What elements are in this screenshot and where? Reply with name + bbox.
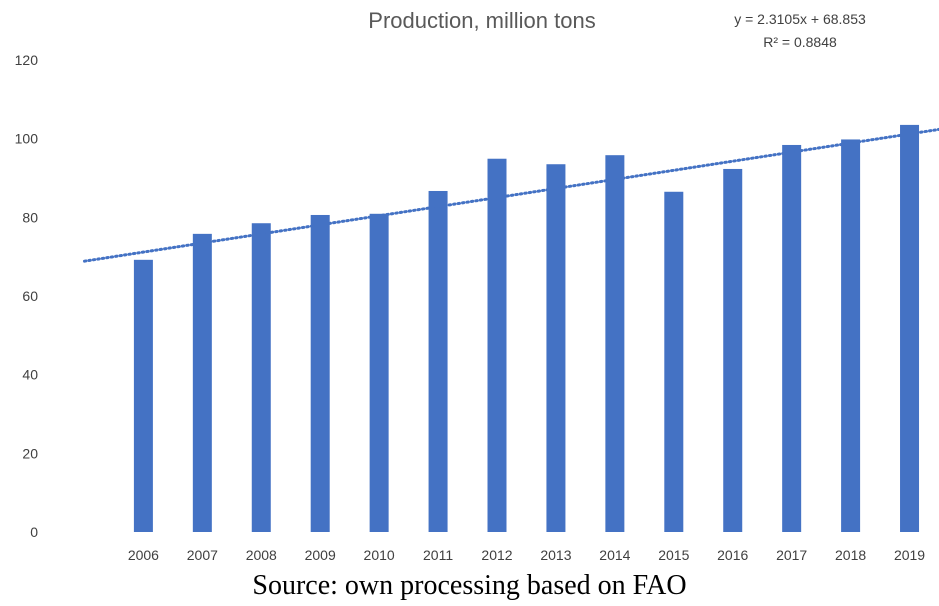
y-tick-label: 80 xyxy=(22,209,38,225)
x-tick-label: 2014 xyxy=(599,547,630,563)
x-tick-label: 2012 xyxy=(481,547,512,563)
bar-2010 xyxy=(369,213,389,532)
x-tick-label: 2017 xyxy=(776,547,807,563)
bar-2007 xyxy=(192,233,212,532)
bar-2015 xyxy=(664,191,684,532)
trendline xyxy=(82,127,939,263)
bar-2012 xyxy=(487,158,507,532)
x-tick-label: 2010 xyxy=(364,547,395,563)
bar-2008 xyxy=(251,223,271,532)
bar-2006 xyxy=(133,259,153,532)
y-tick-label: 40 xyxy=(22,367,38,383)
x-tick-label: 2007 xyxy=(187,547,218,563)
x-tick-label: 2019 xyxy=(894,547,925,563)
x-tick-label: 2015 xyxy=(658,547,689,563)
x-tick-label: 2018 xyxy=(835,547,866,563)
x-tick-label: 2006 xyxy=(128,547,159,563)
x-tick-label: 2011 xyxy=(423,547,453,563)
y-tick-label: 120 xyxy=(15,52,39,68)
bar-2009 xyxy=(310,214,330,532)
x-axis: 2006 2007 2008 2009 2010 2011 2012 2013 2014 2015… xyxy=(128,547,925,563)
x-tick-label: 2008 xyxy=(246,547,277,563)
x-tick-label: 2009 xyxy=(305,547,336,563)
trendline-line xyxy=(82,127,939,263)
chart-title: Production, million tons xyxy=(368,8,595,33)
x-tick-label: 2013 xyxy=(540,547,571,563)
y-tick-label: 20 xyxy=(22,445,38,461)
bar-2016 xyxy=(723,168,743,532)
bar-2011 xyxy=(428,190,448,533)
trendline-equation: y = 2.3105x + 68.853 xyxy=(734,11,866,27)
x-tick-label: 2016 xyxy=(717,547,748,563)
bar-2018 xyxy=(841,139,861,532)
y-tick-label: 0 xyxy=(30,524,38,540)
source-note: Source: own processing based on FAO xyxy=(252,570,687,601)
bar-2019 xyxy=(900,124,920,533)
y-tick-label: 60 xyxy=(22,288,38,304)
y-tick-label: 100 xyxy=(15,131,39,147)
y-axis: 0 20 40 60 80 100 120 xyxy=(15,52,39,540)
bar-2017 xyxy=(782,144,802,532)
bar-2014 xyxy=(605,155,625,533)
bar-series xyxy=(133,124,920,533)
bar-2013 xyxy=(546,164,566,532)
trendline-r2: R² = 0.8848 xyxy=(763,34,837,50)
